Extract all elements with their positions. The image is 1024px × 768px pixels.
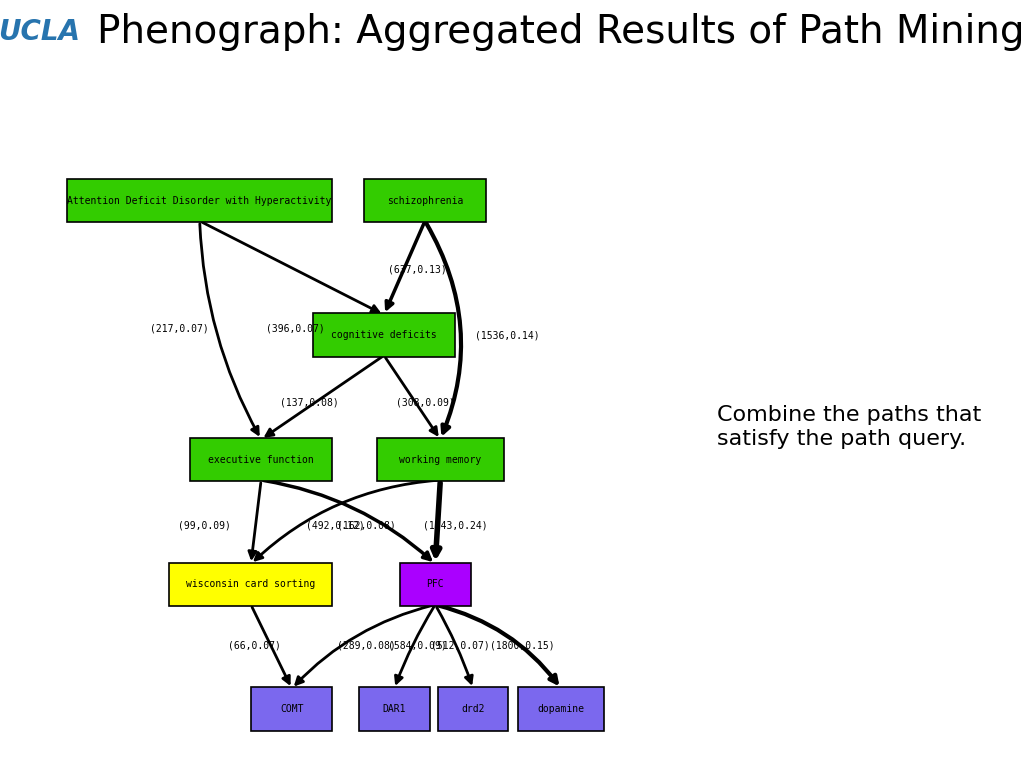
FancyArrowPatch shape: [395, 607, 434, 683]
FancyBboxPatch shape: [377, 438, 504, 482]
Text: (512,0.07): (512,0.07): [431, 641, 490, 650]
Text: working memory: working memory: [399, 455, 481, 465]
Text: PFC: PFC: [426, 579, 444, 589]
FancyArrowPatch shape: [296, 605, 432, 684]
Text: wisconsin card sorting: wisconsin card sorting: [186, 579, 315, 589]
Text: (289,0.08): (289,0.08): [337, 641, 396, 650]
Text: (66,0.07): (66,0.07): [227, 641, 281, 650]
Text: DAR1: DAR1: [383, 704, 406, 714]
FancyArrowPatch shape: [266, 357, 382, 436]
Text: (584,0.09): (584,0.09): [388, 641, 447, 650]
FancyArrowPatch shape: [255, 480, 437, 560]
Text: UCLA: UCLA: [0, 18, 80, 46]
FancyBboxPatch shape: [68, 179, 332, 222]
Text: (1800,0.15): (1800,0.15): [489, 641, 555, 650]
FancyArrowPatch shape: [264, 481, 430, 560]
FancyArrowPatch shape: [202, 222, 379, 312]
FancyBboxPatch shape: [359, 687, 430, 730]
FancyArrowPatch shape: [438, 605, 557, 683]
Text: (217,0.07): (217,0.07): [150, 323, 209, 333]
FancyBboxPatch shape: [438, 687, 508, 730]
FancyArrowPatch shape: [252, 607, 290, 684]
Text: (396,0.07): (396,0.07): [265, 323, 325, 333]
Text: (1943,0.24): (1943,0.24): [423, 521, 488, 531]
Text: Phenograph: Aggregated Results of Path Mining: Phenograph: Aggregated Results of Path M…: [97, 13, 1024, 51]
FancyArrowPatch shape: [249, 483, 261, 558]
FancyBboxPatch shape: [518, 687, 604, 730]
FancyArrowPatch shape: [386, 223, 424, 309]
FancyBboxPatch shape: [313, 313, 455, 357]
Text: (137,0.08): (137,0.08): [280, 397, 339, 407]
FancyArrowPatch shape: [426, 223, 461, 432]
Text: dopamine: dopamine: [538, 704, 585, 714]
Text: COMT: COMT: [281, 704, 303, 714]
Text: (492,0.12): (492,0.12): [306, 521, 366, 531]
FancyBboxPatch shape: [190, 438, 332, 482]
Text: Attention Deficit Disorder with Hyperactivity: Attention Deficit Disorder with Hyperact…: [68, 196, 332, 206]
FancyBboxPatch shape: [169, 563, 332, 606]
FancyArrowPatch shape: [200, 223, 258, 434]
FancyArrowPatch shape: [386, 358, 437, 435]
FancyArrowPatch shape: [436, 607, 472, 683]
FancyBboxPatch shape: [251, 687, 332, 730]
FancyBboxPatch shape: [365, 179, 485, 222]
Text: (637,0.13): (637,0.13): [388, 264, 447, 274]
Text: (99,0.09): (99,0.09): [178, 521, 231, 531]
Text: (1536,0.14): (1536,0.14): [474, 330, 540, 340]
Text: executive function: executive function: [208, 455, 314, 465]
FancyArrowPatch shape: [432, 483, 440, 555]
Text: cognitive deficits: cognitive deficits: [331, 330, 437, 340]
Text: drd2: drd2: [462, 704, 484, 714]
FancyBboxPatch shape: [399, 563, 470, 606]
Text: Combine the paths that
satisfy the path query.: Combine the paths that satisfy the path …: [717, 406, 981, 449]
Text: (162,0.08): (162,0.08): [337, 521, 396, 531]
Text: (308,0.09): (308,0.09): [395, 397, 455, 407]
Text: schizophrenia: schizophrenia: [387, 196, 463, 206]
